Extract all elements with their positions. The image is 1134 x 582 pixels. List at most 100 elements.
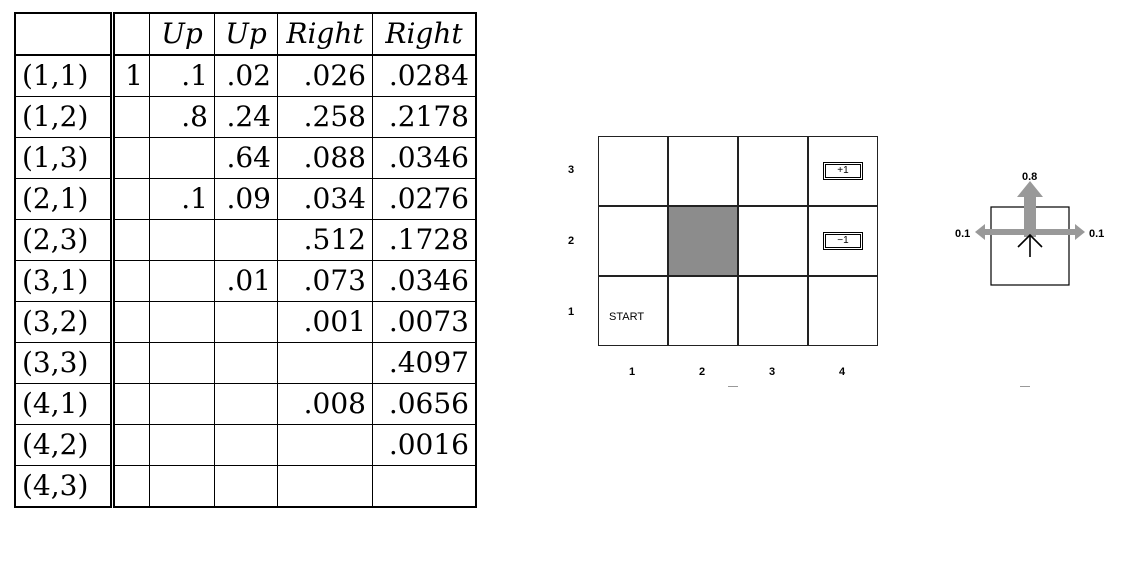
- probability-cell: 1: [112, 54, 150, 97]
- start-cell: START: [598, 276, 668, 346]
- state-cell: (2,1): [14, 178, 115, 220]
- row-label-3: 3: [568, 164, 575, 176]
- left-probability-label: 0.1: [955, 228, 971, 240]
- state-cell: (4,1): [14, 383, 115, 425]
- table-row: (3,3) .4097: [14, 342, 477, 384]
- probability-cell: [214, 383, 278, 425]
- table-row: (2,1) .1.09.034.0276: [14, 178, 477, 220]
- state-cell: (3,1): [14, 260, 115, 302]
- table-row: (3,2) .001.0073: [14, 301, 477, 343]
- probability-cell: .258: [277, 96, 373, 138]
- table-row: (4,1) .008.0656: [14, 383, 477, 425]
- probability-cell: .4097: [372, 342, 477, 384]
- probability-cell: [149, 424, 215, 466]
- header-action-4: Right: [372, 12, 477, 56]
- probability-cell: [149, 383, 215, 425]
- table-row: (1,1) 1.1.02.026.0284: [14, 54, 477, 97]
- header-action-3: Right: [277, 12, 373, 56]
- probability-cell: [214, 301, 278, 343]
- table-row: (4,3): [14, 465, 477, 508]
- probability-cell: .034: [277, 178, 373, 220]
- probability-cell: [112, 383, 150, 425]
- state-cell: (1,1): [14, 54, 115, 97]
- probability-cell: [112, 137, 150, 179]
- probability-cell: [149, 260, 215, 302]
- grid-cell-3-3: [738, 136, 808, 206]
- probability-cell: [112, 96, 150, 138]
- probability-cell: .088: [277, 137, 373, 179]
- state-cell: (4,2): [14, 424, 115, 466]
- probability-cell: [112, 424, 150, 466]
- header-initial: [112, 12, 150, 56]
- state-cell: (3,3): [14, 342, 115, 384]
- state-cell: (1,2): [14, 96, 115, 138]
- left-arrow-head: [975, 224, 985, 240]
- col-label-2: 2: [699, 366, 706, 378]
- probability-cell: .8: [149, 96, 215, 138]
- right-probability-label: 0.1: [1089, 228, 1105, 240]
- right-arrow-shaft: [1030, 229, 1077, 235]
- probability-cell: .073: [277, 260, 373, 302]
- probability-cell: .2178: [372, 96, 477, 138]
- probability-cell: [277, 342, 373, 384]
- row-label-2: 2: [568, 235, 575, 247]
- probability-cell: .0016: [372, 424, 477, 466]
- probability-table: Up Up Right Right (1,1) 1.1.02.026.0284 (1…: [14, 12, 477, 508]
- header-state: [14, 12, 115, 56]
- probability-cell: .0276: [372, 178, 477, 220]
- grid-world-diagram: 3 2 1 +1 −1 START 1 2 3 4: [560, 130, 890, 400]
- probability-cell: [372, 465, 477, 508]
- blocked-cell: [668, 206, 738, 276]
- probability-cell: .008: [277, 383, 373, 425]
- probability-cell: [112, 178, 150, 220]
- header-action-2: Up: [214, 12, 278, 56]
- forward-probability-label: 0.8: [1022, 171, 1038, 183]
- start-label: START: [609, 311, 645, 323]
- probability-cell: [214, 465, 278, 508]
- header-action-1: Up: [149, 12, 215, 56]
- intended-arrow-head: [1017, 233, 1043, 248]
- grid-cell-3-1: [738, 276, 808, 346]
- grid-cell-4-3: +1: [808, 136, 878, 206]
- probability-cell: .0073: [372, 301, 477, 343]
- grid-cell-1-2: [598, 206, 668, 276]
- probability-cell: [112, 301, 150, 343]
- table-row: (1,2) .8.24.258.2178: [14, 96, 477, 138]
- col-label-1: 1: [629, 366, 636, 378]
- probability-cell: .0346: [372, 260, 477, 302]
- probability-cell: [112, 219, 150, 261]
- cropped-caption-mark: [728, 386, 738, 391]
- state-cell: (4,3): [14, 465, 115, 508]
- probability-cell: [214, 424, 278, 466]
- probability-cell: .09: [214, 178, 278, 220]
- table-row: (4,2) .0016: [14, 424, 477, 466]
- table-row: (1,3) .64.088.0346: [14, 137, 477, 179]
- probability-cell: [112, 342, 150, 384]
- stochastic-arrows: [975, 181, 1085, 240]
- probability-cell: .64: [214, 137, 278, 179]
- state-cell: (2,3): [14, 219, 115, 261]
- probability-cell: .01: [214, 260, 278, 302]
- right-arrow-head: [1075, 224, 1085, 240]
- probability-cell: [149, 465, 215, 508]
- grid-cell-2-3: [668, 136, 738, 206]
- grid-cell-1-3: [598, 136, 668, 206]
- forward-arrow-shaft: [1024, 195, 1036, 237]
- probability-cell: .1: [149, 54, 215, 97]
- probability-cell: [214, 342, 278, 384]
- probability-cell: [149, 342, 215, 384]
- table-row: (2,3) .512.1728: [14, 219, 477, 261]
- probability-cell: [277, 465, 373, 508]
- probability-cell: .512: [277, 219, 373, 261]
- probability-cell: [149, 301, 215, 343]
- probability-cell: [214, 219, 278, 261]
- probability-cell: .001: [277, 301, 373, 343]
- probability-cell: [149, 137, 215, 179]
- grid-cell-4-1: [808, 276, 878, 346]
- probability-cell: [149, 219, 215, 261]
- grid-cell-3-2: [738, 206, 808, 276]
- table-header-row: Up Up Right Right: [14, 12, 477, 56]
- probability-cell: .1728: [372, 219, 477, 261]
- minus-one-reward: −1: [823, 232, 863, 250]
- transition-model-diagram: 0.8 0.1 0.1: [955, 165, 1125, 295]
